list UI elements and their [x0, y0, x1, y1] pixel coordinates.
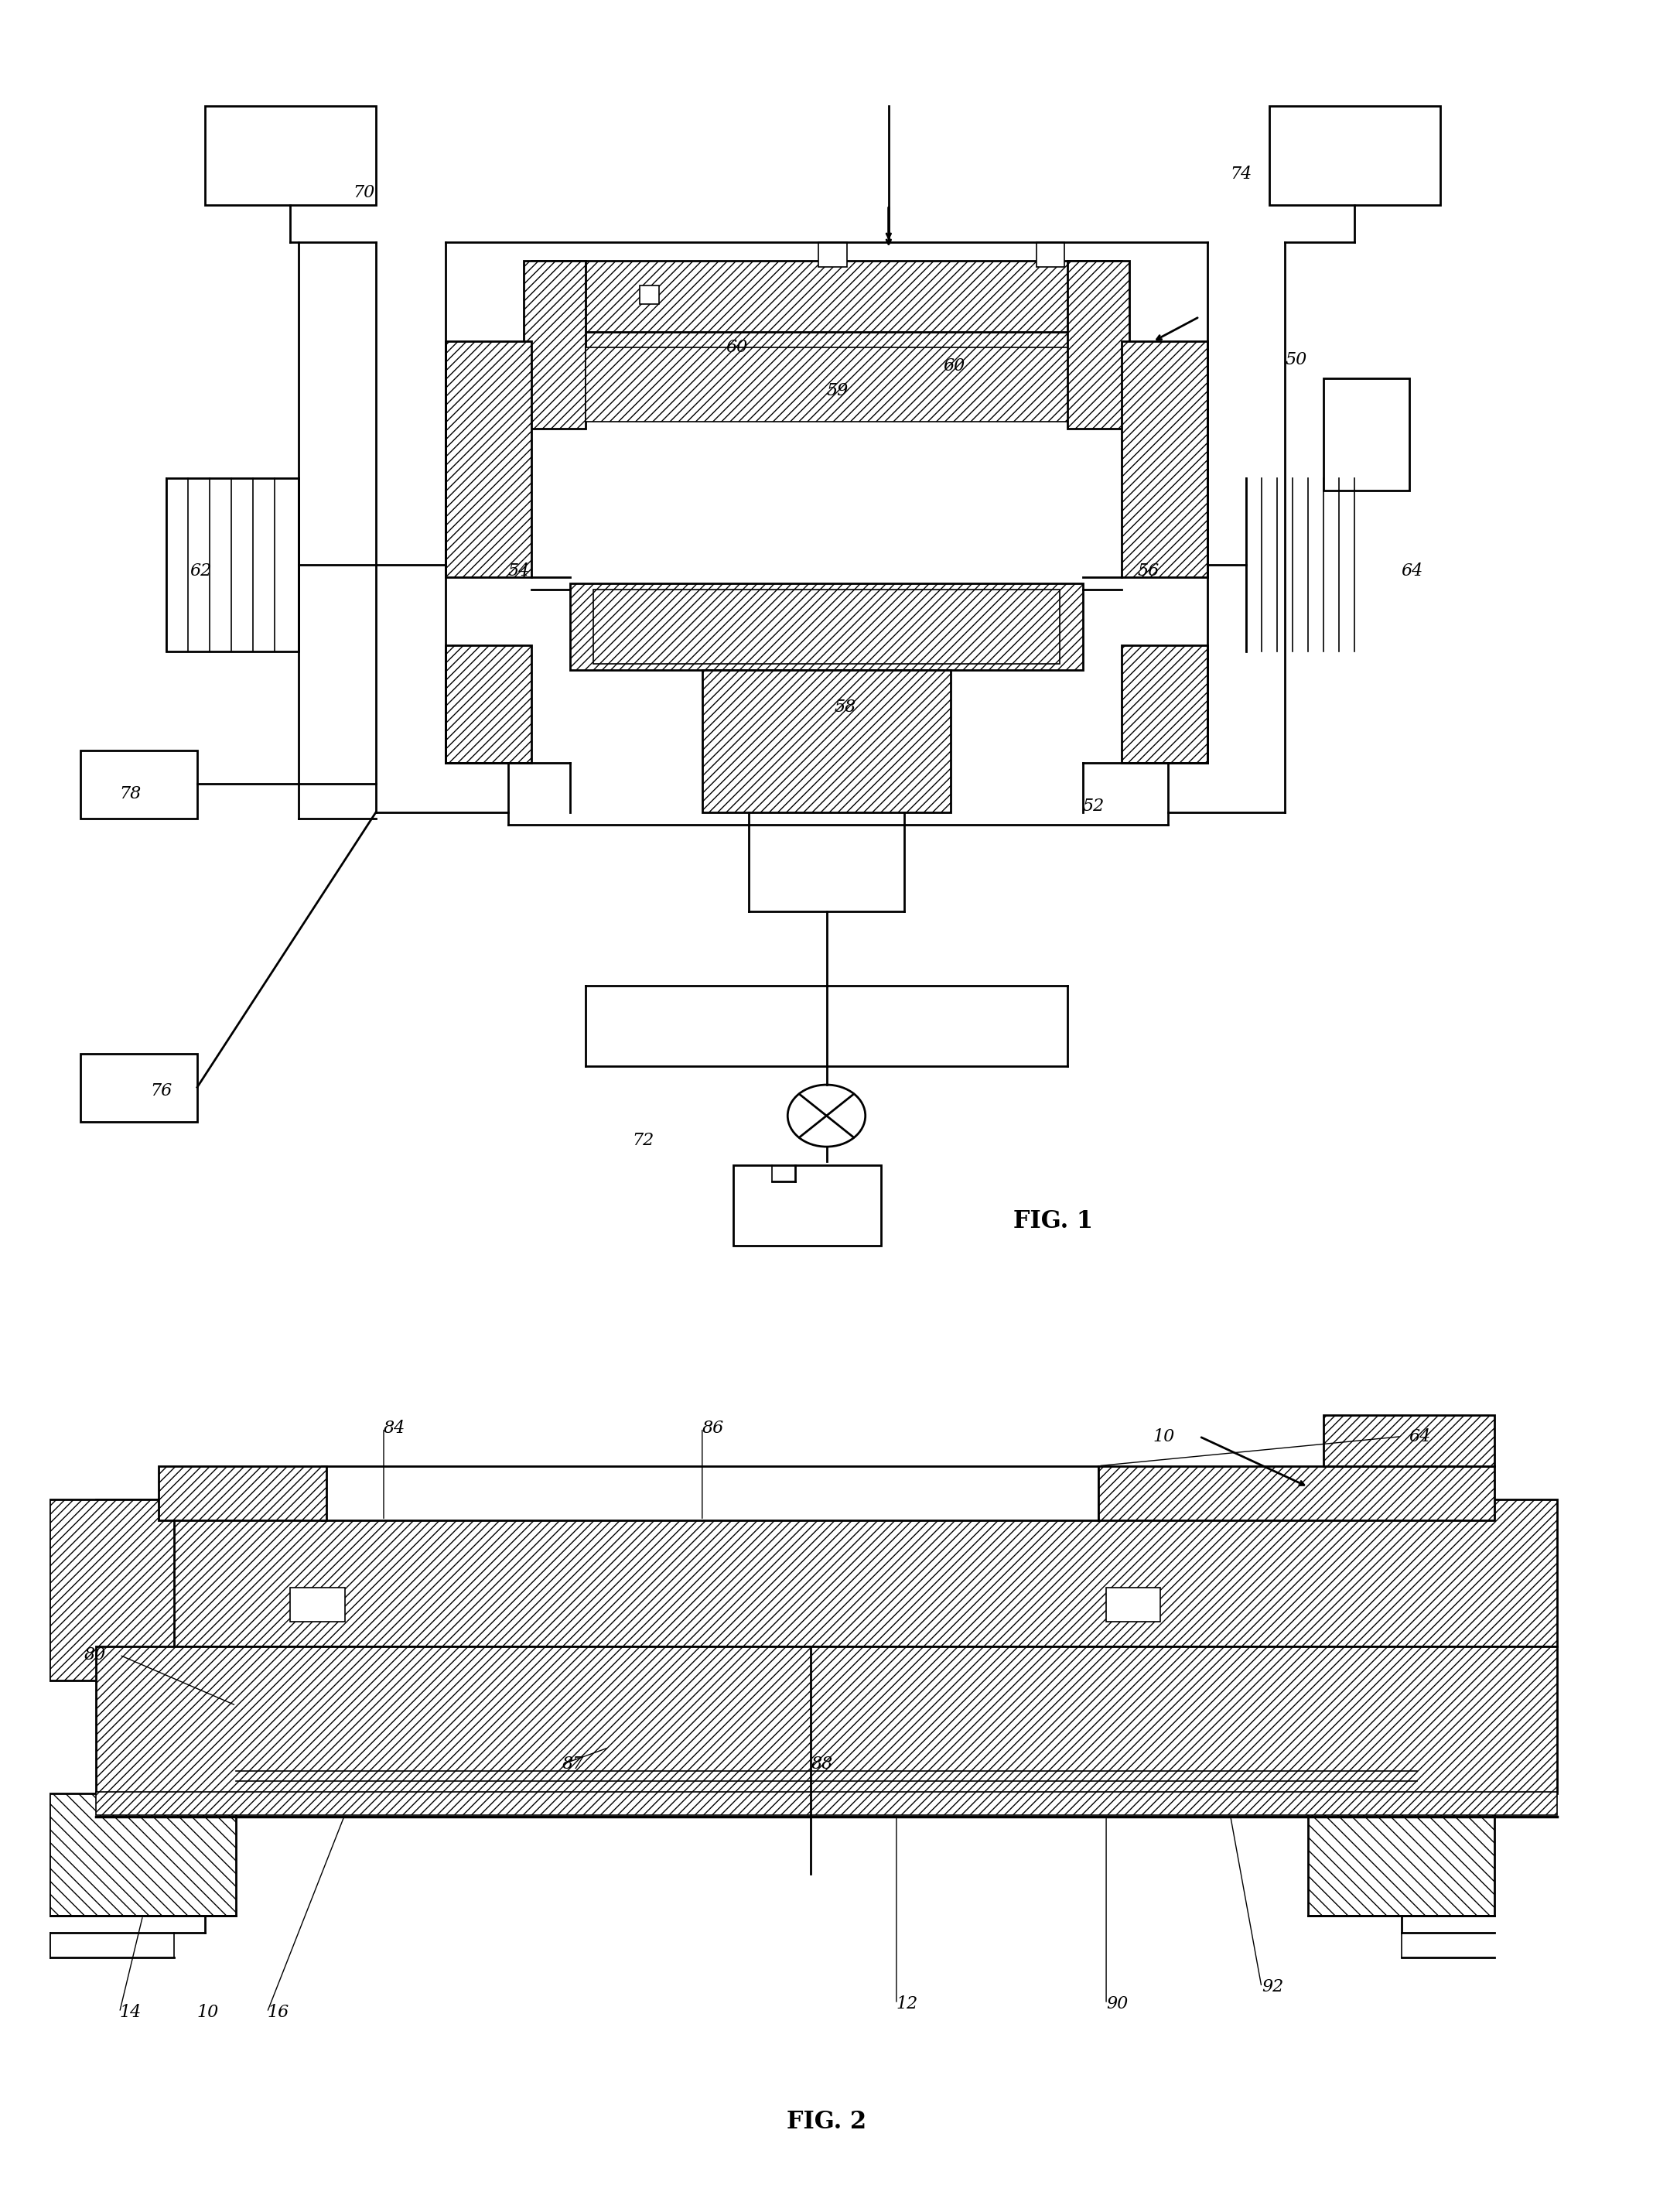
Text: 87: 87	[562, 1756, 584, 1772]
Text: 74: 74	[1230, 166, 1253, 184]
Bar	[291, 1588, 345, 1621]
Bar	[1098, 1467, 1494, 1520]
Bar	[593, 588, 1060, 664]
Bar	[446, 646, 531, 763]
Bar	[1122, 646, 1207, 763]
Bar	[818, 243, 846, 268]
Text: 70: 70	[352, 184, 375, 201]
Bar	[640, 285, 658, 305]
Text: 72: 72	[633, 1133, 655, 1148]
Bar	[1122, 341, 1207, 577]
Bar	[524, 261, 585, 429]
Text: 10: 10	[1152, 1429, 1175, 1444]
Bar	[1324, 1416, 1494, 1467]
Bar	[50, 1794, 236, 1916]
Bar	[159, 1467, 326, 1520]
Text: 56: 56	[1137, 562, 1159, 580]
Text: FIG. 2: FIG. 2	[787, 2110, 866, 2135]
Text: 58: 58	[835, 699, 856, 714]
Bar	[81, 1053, 197, 1121]
Bar	[321, 1467, 1098, 1520]
Text: 12: 12	[896, 1995, 919, 2013]
Text: 86: 86	[703, 1420, 724, 1436]
Text: 54: 54	[507, 562, 531, 580]
Text: 88: 88	[812, 1756, 833, 1772]
Bar	[585, 347, 1068, 422]
Text: 84: 84	[383, 1420, 405, 1436]
Text: 60: 60	[726, 338, 747, 356]
Bar	[96, 1500, 1557, 1646]
Bar	[446, 341, 531, 577]
Text: 10: 10	[197, 2004, 220, 2022]
Text: 16: 16	[268, 2004, 289, 2022]
Text: 59: 59	[826, 383, 848, 400]
Text: 14: 14	[119, 2004, 142, 2022]
Text: 64: 64	[1402, 562, 1423, 580]
Bar	[167, 478, 298, 650]
Bar	[570, 584, 1083, 670]
Bar	[703, 670, 950, 812]
Text: 78: 78	[119, 785, 142, 803]
Bar	[96, 1646, 1557, 1794]
Text: 62: 62	[190, 562, 212, 580]
Bar	[1106, 1588, 1160, 1621]
Text: 50: 50	[1284, 352, 1308, 369]
Text: 64: 64	[1408, 1429, 1431, 1444]
Bar	[1308, 1794, 1494, 1916]
Text: 52: 52	[1083, 799, 1104, 814]
Text: FIG. 1: FIG. 1	[1013, 1210, 1093, 1234]
Bar	[1324, 378, 1408, 491]
Bar	[205, 106, 375, 206]
Bar	[531, 261, 1122, 336]
Bar	[50, 1500, 174, 1681]
Text: 90: 90	[1106, 1995, 1127, 2013]
Bar	[96, 1792, 1557, 1814]
Bar	[555, 332, 1099, 416]
Bar	[1068, 261, 1129, 429]
Text: 76: 76	[150, 1082, 172, 1099]
Text: 92: 92	[1261, 1978, 1283, 1995]
Bar	[81, 750, 197, 818]
Text: 60: 60	[942, 358, 965, 374]
Bar	[1270, 106, 1440, 206]
Text: 80: 80	[84, 1646, 106, 1663]
Bar	[734, 1166, 881, 1245]
Bar	[1036, 243, 1065, 268]
